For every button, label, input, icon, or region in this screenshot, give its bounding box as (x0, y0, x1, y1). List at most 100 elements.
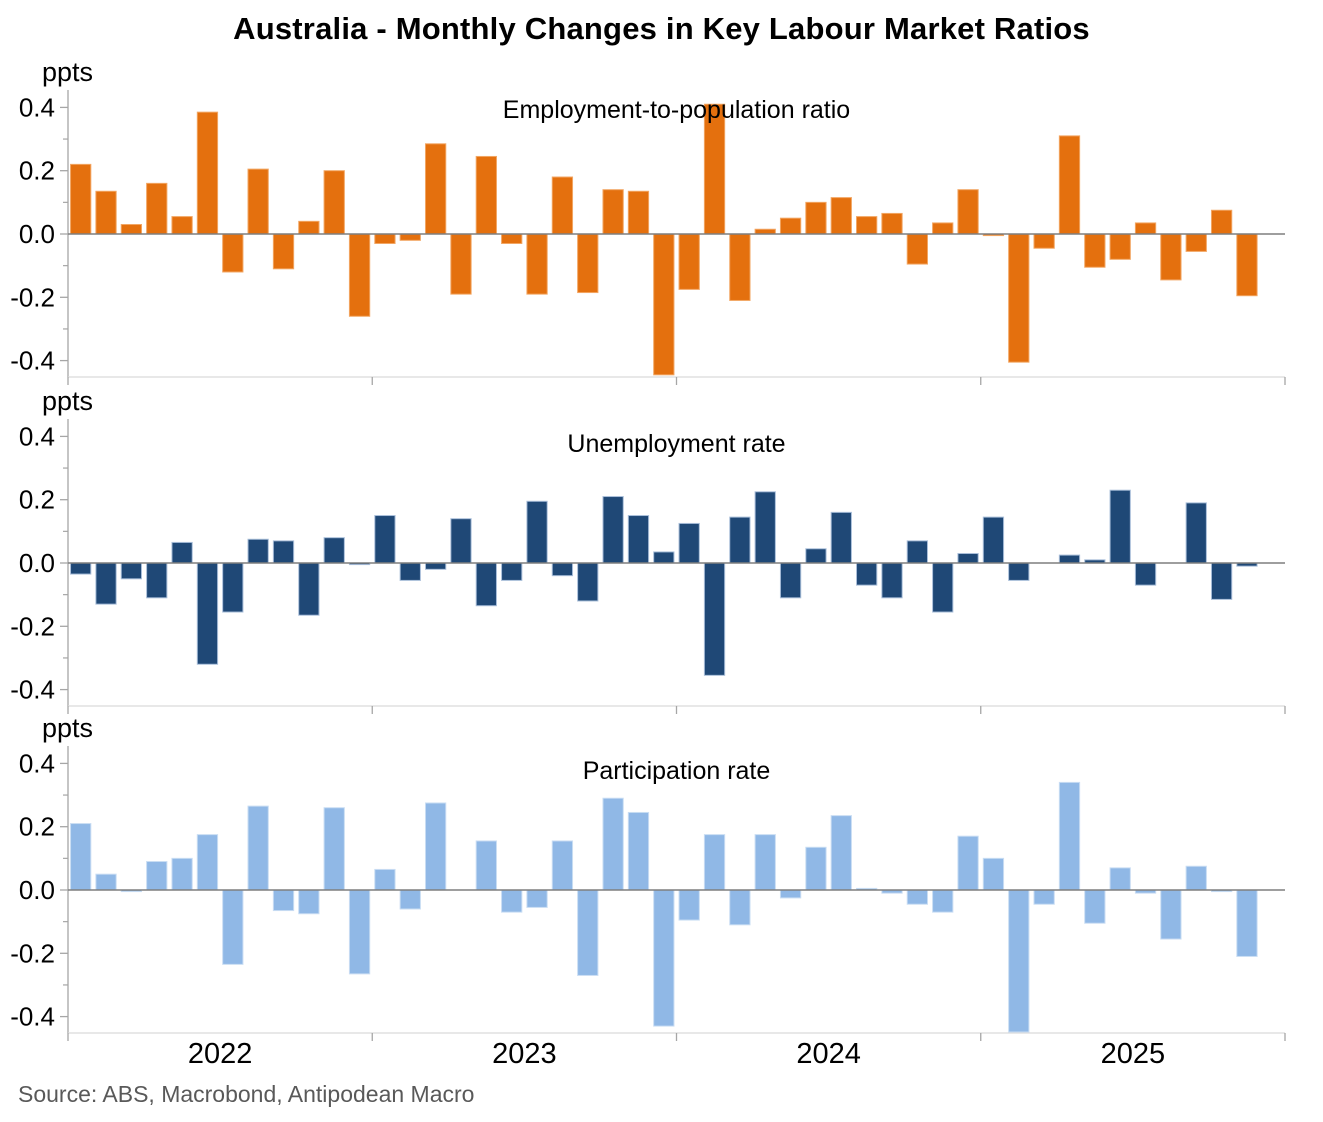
bar-month-40 (1058, 135, 1081, 235)
bar-month-43 (1134, 222, 1157, 235)
bar-month-4 (146, 562, 168, 599)
y-tick-label: -0.4 (10, 1002, 55, 1032)
bar-month-6 (196, 834, 219, 891)
bar-month-44 (1160, 889, 1182, 940)
bar-month-17 (475, 562, 497, 607)
bar-month-46 (1210, 562, 1233, 600)
y-tick-label: 0.4 (19, 748, 55, 778)
bar-month-11 (323, 807, 345, 891)
bar-month-35 (932, 222, 954, 235)
bar-month-9 (272, 233, 295, 270)
bar-month-14 (399, 562, 421, 581)
bar-month-42 (1109, 489, 1131, 564)
y-tick-label: -0.2 (10, 938, 55, 968)
y-axis-unit-label: ppts (42, 57, 94, 87)
bar-month-46 (1210, 209, 1233, 235)
bar-month-32 (856, 562, 878, 586)
bar-month-23 (627, 515, 650, 564)
bar-month-16 (450, 233, 472, 295)
bar-month-42 (1109, 233, 1131, 260)
bar-month-13 (374, 515, 396, 564)
bar-month-10 (298, 562, 320, 616)
bar-month-32 (856, 216, 878, 235)
bar-month-27 (729, 233, 751, 301)
bar-month-20 (551, 840, 574, 891)
bar-month-11 (323, 537, 345, 564)
bar-month-25 (678, 522, 700, 564)
bar-month-20 (551, 176, 574, 235)
bar-month-42 (1109, 867, 1131, 891)
y-tick-label: -0.2 (10, 611, 55, 641)
y-tick-label: -0.4 (10, 346, 55, 376)
y-tick-label: 0.2 (19, 812, 55, 842)
bar-month-12 (348, 233, 371, 317)
employment-to-population-plot: 0.4 0.2 0.0 -0.2 -0.4 (10, 90, 1286, 385)
bar-month-44 (1160, 233, 1182, 281)
bar-month-10 (298, 220, 320, 235)
bar-month-20 (551, 562, 574, 577)
bar-month-34 (906, 540, 928, 564)
bar-month-15 (424, 562, 447, 570)
x-axis-year-label: 2025 (1100, 1038, 1166, 1070)
bar-month-31 (830, 511, 852, 564)
x-axis-year-label: 2024 (796, 1038, 861, 1070)
bar-month-45 (1185, 502, 1207, 564)
bar-month-43 (1134, 562, 1157, 586)
bar-month-2 (95, 190, 117, 235)
bar-month-19 (526, 889, 548, 908)
bar-month-47 (1236, 233, 1258, 297)
bar-month-24 (653, 889, 675, 1027)
bar-month-30 (805, 548, 827, 564)
participation-rate-plot: 0.4 0.2 0.0 -0.2 -0.4 (10, 746, 1286, 1041)
bar-month-26 (703, 834, 726, 891)
bar-month-6 (196, 111, 219, 235)
bar-month-18 (501, 562, 523, 581)
bar-month-34 (906, 889, 928, 905)
bar-month-14 (399, 233, 421, 241)
bar-month-25 (678, 233, 700, 290)
bar-month-9 (272, 540, 295, 564)
bar-month-35 (932, 889, 954, 913)
bar-month-5 (171, 216, 193, 235)
bar-month-12 (348, 889, 371, 975)
bar-month-23 (627, 190, 650, 235)
y-tick-label: 0.0 (19, 219, 55, 249)
bar-month-7 (222, 562, 244, 613)
bar-month-31 (830, 815, 852, 891)
bar-month-4 (146, 182, 168, 235)
bar-month-24 (653, 233, 675, 376)
bar-month-24 (653, 551, 675, 564)
y-tick-label: 0.2 (19, 485, 55, 515)
bar-month-41 (1084, 889, 1106, 924)
panel-title-unemployment-rate: Unemployment rate (567, 430, 786, 458)
bar-month-38 (1008, 233, 1030, 363)
bar-month-35 (932, 562, 954, 613)
chart-title: Australia - Monthly Changes in Key Labou… (233, 11, 1090, 46)
bar-month-29 (779, 562, 802, 599)
bar-month-2 (95, 562, 117, 605)
bar-month-8 (247, 168, 269, 235)
y-tick-label: -0.2 (10, 282, 55, 312)
bar-month-5 (171, 541, 193, 564)
bar-month-39 (1033, 233, 1055, 249)
bar-month-21 (577, 562, 599, 602)
bar-month-40 (1058, 781, 1081, 891)
panel-title-participation-rate: Participation rate (582, 757, 771, 785)
bar-month-30 (805, 201, 827, 235)
bar-month-30 (805, 846, 827, 891)
y-tick-label: 0.0 (19, 875, 55, 905)
bar-month-28 (754, 834, 776, 891)
bar-month-27 (729, 889, 751, 926)
bar-month-45 (1185, 865, 1207, 891)
bar-month-34 (906, 233, 928, 265)
panel-participation-rate: 0.4 0.2 0.0 -0.2 -0.4 (0, 746, 1323, 1046)
bar-month-41 (1084, 233, 1106, 268)
bar-month-15 (424, 143, 447, 235)
bar-month-1 (70, 823, 92, 891)
bar-month-47 (1236, 889, 1258, 957)
bar-month-1 (70, 562, 92, 575)
panel-employment-to-population: 0.4 0.2 0.0 -0.2 -0.4 (0, 90, 1323, 390)
bar-month-17 (475, 840, 497, 891)
bar-month-27 (729, 516, 751, 564)
